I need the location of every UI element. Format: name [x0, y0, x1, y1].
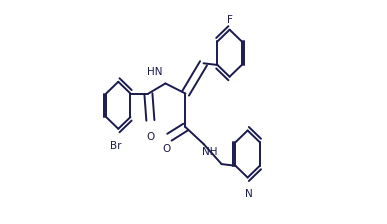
- Text: F: F: [227, 15, 233, 25]
- Text: N: N: [245, 189, 253, 199]
- Text: HN: HN: [147, 67, 163, 78]
- Text: NH: NH: [202, 147, 217, 157]
- Text: O: O: [162, 144, 171, 154]
- Text: Br: Br: [110, 141, 121, 151]
- Text: O: O: [146, 132, 154, 142]
